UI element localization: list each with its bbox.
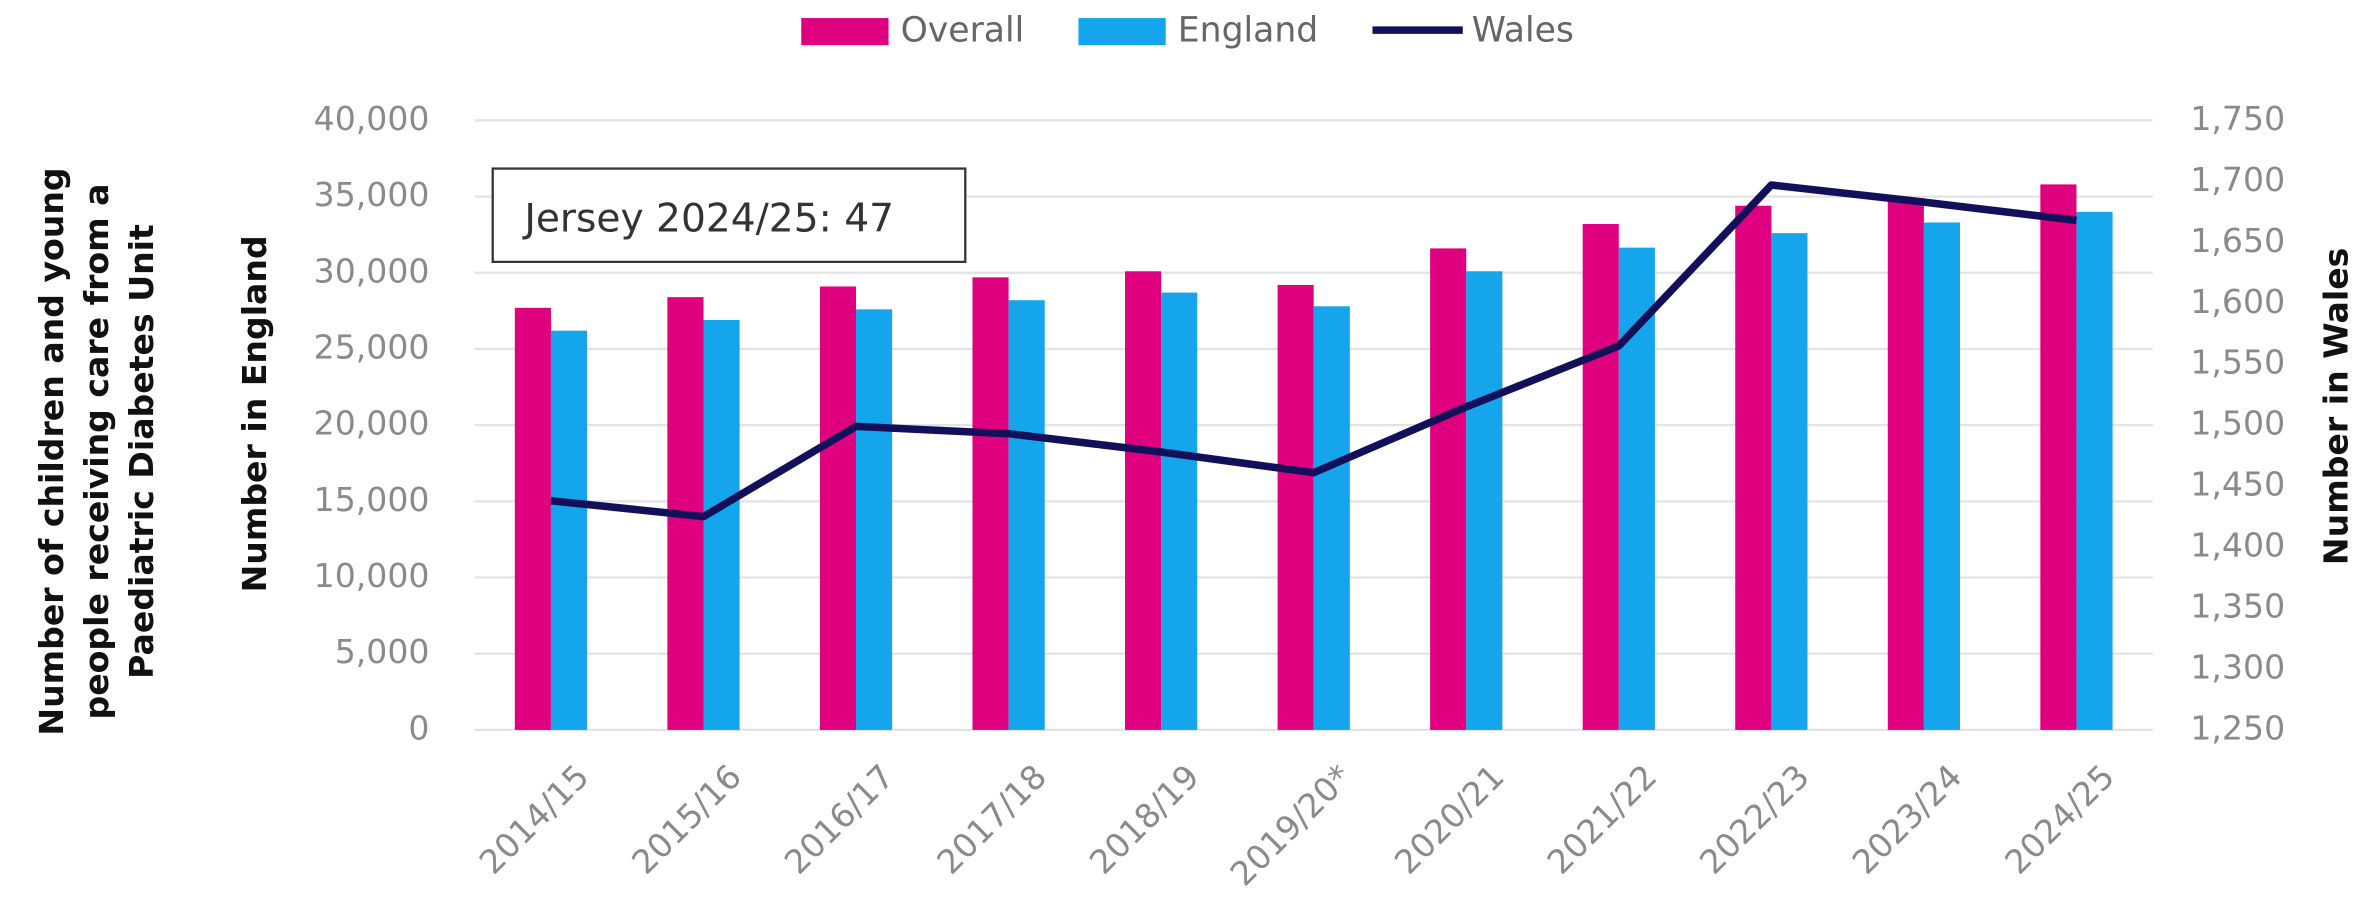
y-tick-label: 10,000 [314,556,430,595]
y-tick-label: 30,000 [314,251,430,290]
bar [1887,198,1924,730]
bar [1771,233,1808,730]
bar [703,320,740,730]
x-tick-label: 2021/22 [1539,757,1664,882]
bar [1582,224,1619,730]
x-tick-label: 2018/19 [1082,757,1207,882]
bar [1618,247,1655,730]
y2-tick-label: 1,400 [2190,526,2285,565]
y2-tick-label: 1,700 [2190,160,2285,199]
x-tick-label: 2016/17 [777,757,902,882]
y2-tick-label: 1,300 [2190,647,2285,686]
y2-tick-label: 1,650 [2190,221,2285,260]
y2-tick-label: 1,750 [2190,99,2285,138]
line [550,181,2077,521]
y-axis-outer-title: people receiving care from a [77,183,116,719]
bar [819,286,857,730]
x-tick-label: 2020/21 [1387,757,1512,882]
y2-axis-title: Number in Wales [2316,248,2355,565]
x-tick-label: 2019/20* [1223,757,1360,894]
x-tick-label: 2023/24 [1845,757,1970,882]
y-axis-outer-title: Number of children and young [32,167,71,735]
legend-swatch [1078,18,1166,46]
legend-label: Overall [901,11,1025,51]
y-tick-label: 35,000 [314,175,430,214]
bar [2076,211,2113,730]
bar [856,309,893,730]
bar [2040,184,2077,730]
y-tick-label: 0 [408,708,429,747]
bar [550,330,588,730]
y-axis-title: Number in England [235,235,274,592]
y-tick-label: 15,000 [314,480,430,519]
legend-swatch [801,18,889,46]
bar [1277,284,1314,730]
y-tick-label: 40,000 [314,99,430,138]
y-tick-label: 25,000 [314,327,430,366]
x-tick-label: 2014/15 [472,757,597,882]
bar [1008,300,1045,730]
bar [1125,271,1162,730]
annotation: Jersey 2024/25: 47 [521,197,894,242]
bar [972,277,1009,730]
x-tick-label: 2017/18 [929,757,1054,882]
bar [1466,271,1503,730]
y-axis-outer-title: Paediatric Diabetes Unit [122,224,161,679]
y-tick-label: 5,000 [335,632,430,671]
legend-label: Wales [1472,11,1574,51]
bar [1735,205,1772,730]
x-tick-label: 2024/25 [1997,757,2122,882]
y2-tick-label: 1,350 [2190,587,2285,626]
bar [1923,222,1961,730]
x-tick-label: 2022/23 [1692,757,1817,882]
y2-tick-label: 1,500 [2190,404,2285,443]
bar [1313,306,1350,730]
y-tick-label: 20,000 [314,404,430,443]
legend-label: England [1178,11,1319,51]
x-tick-label: 2015/16 [624,757,749,882]
y2-tick-label: 1,250 [2190,708,2285,747]
y2-tick-label: 1,550 [2190,343,2285,382]
y2-tick-label: 1,600 [2190,282,2285,321]
bar [1430,248,1467,730]
annotation-box [491,167,967,263]
bar [514,307,551,730]
y2-tick-label: 1,450 [2190,465,2285,504]
bar [1161,292,1198,730]
